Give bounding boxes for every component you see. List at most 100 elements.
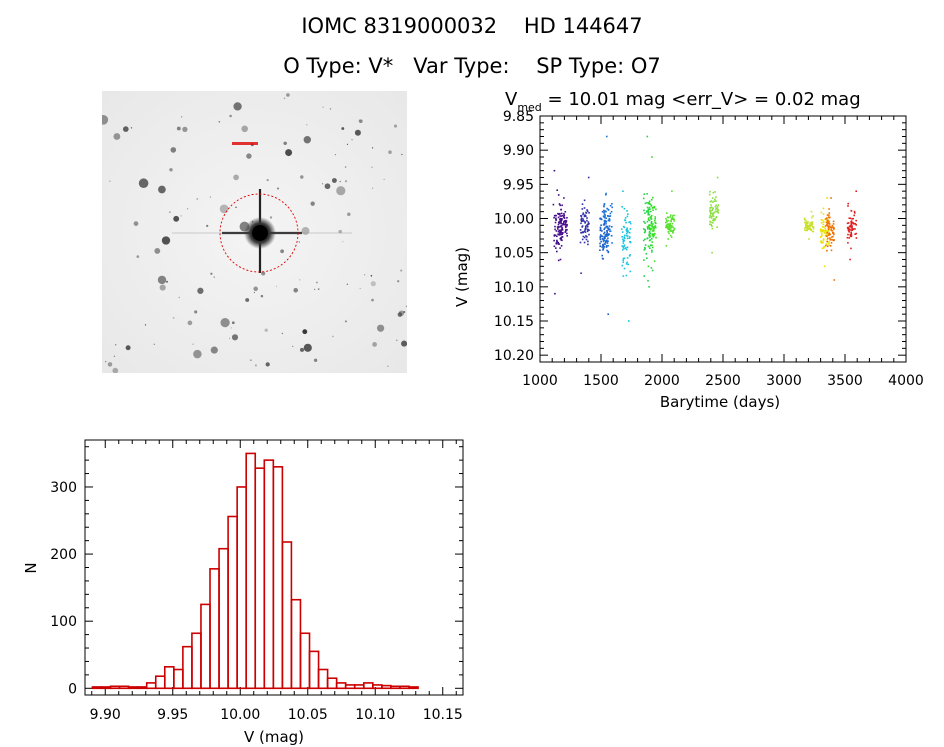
lc-data-point [850,223,852,226]
lc-data-point [646,201,648,204]
lc-data-point [826,240,828,243]
lc-data-point [849,258,851,261]
lc-data-point [833,227,835,229]
lc-data-point [654,219,656,222]
lc-data-point [804,218,806,221]
lc-data-point [653,234,655,237]
lc-data-point [601,238,604,240]
lc-data-point [665,224,668,227]
lc-data-point [649,236,651,238]
lc-data-point [652,196,654,199]
lc-data-point [667,219,670,222]
lc-data-point [649,247,651,249]
finder-star [299,347,305,352]
lc-data-point [829,233,831,236]
lc-data-point [644,222,646,224]
lc-x-axis-label: Barytime (days) [660,393,780,411]
lc-data-point [604,219,606,222]
lc-data-point [806,225,808,228]
finder-star [371,298,374,302]
lc-data-point [808,225,811,228]
lc-data-point [715,208,717,210]
lc-data-point [810,224,813,227]
lc-data-point [832,235,834,238]
lc-data-point [654,218,656,220]
lc-data-point [629,228,632,230]
lc-y-tick-label: 10.20 [494,348,534,364]
lc-data-point [832,223,835,225]
finder-star [405,305,407,308]
lc-data-point [668,225,670,228]
finder-star [159,284,166,291]
lc-data-point [560,222,562,225]
finder-star [336,186,346,196]
lc-data-point [566,229,568,231]
finder-star [300,175,304,179]
finder-star [153,343,156,346]
lc-data-point [714,198,716,201]
star-id-title: IOMC 8319000032 HD 144647 [301,14,643,38]
lc-data-point [650,210,652,213]
lc-data-point [830,227,833,229]
lc-data-point [584,221,586,224]
lc-data-point [609,215,612,217]
lc-data-point [621,236,623,238]
lc-data-point [652,209,654,211]
lc-data-point [819,229,822,231]
finder-star [196,197,199,200]
lc-data-point [562,223,565,225]
finder-star [158,185,166,194]
lc-data-point [647,217,650,219]
lc-data-point [849,235,852,238]
lc-data-point [710,206,713,208]
lc-observation-cluster [824,197,836,281]
lc-data-point [624,217,627,219]
lc-data-point [623,234,626,237]
lc-data-point [606,207,608,210]
lc-data-point [647,212,650,215]
lc-data-point [847,228,850,231]
lc-data-point [606,240,608,243]
finder-star [194,310,198,314]
lc-data-point [606,231,608,233]
finder-star [303,343,312,352]
target-circle-marker [219,193,299,273]
lc-y-tick-label: 9.95 [503,177,534,193]
lc-data-point [557,230,560,233]
lc-data-point [826,220,828,222]
lc-data-point [644,212,646,214]
lc-data-point [826,222,829,225]
finder-star [275,285,278,287]
lc-data-point [622,249,624,251]
lc-data-point [647,226,650,228]
lc-data-point [564,231,566,233]
lc-data-point [651,233,654,235]
lc-data-point [847,227,849,229]
lc-observation-cluster [646,156,657,268]
lc-data-point [561,232,564,234]
lc-data-point [605,217,608,219]
lc-data-point [712,215,714,217]
lc-data-point [671,225,673,227]
lc-data-point [821,242,823,244]
lc-data-point [647,208,650,210]
lc-data-point [820,233,823,235]
lc-observation-cluster [665,190,676,247]
finder-star [130,127,133,129]
finder-star [182,126,188,133]
lc-data-point [809,222,811,224]
lc-data-point [559,219,562,221]
lc-data-point [825,243,828,245]
lc-data-point [855,190,857,192]
finder-star [193,349,202,359]
finder-star [125,345,131,351]
lc-data-point [847,205,849,207]
lc-data-point [602,248,604,250]
lc-data-point [626,237,629,240]
lc-data-point [583,241,586,244]
lc-data-point [830,229,833,232]
finder-star [261,271,266,276]
histogram-bar [317,668,329,690]
lc-data-point [830,236,833,238]
lc-data-point [560,208,562,211]
